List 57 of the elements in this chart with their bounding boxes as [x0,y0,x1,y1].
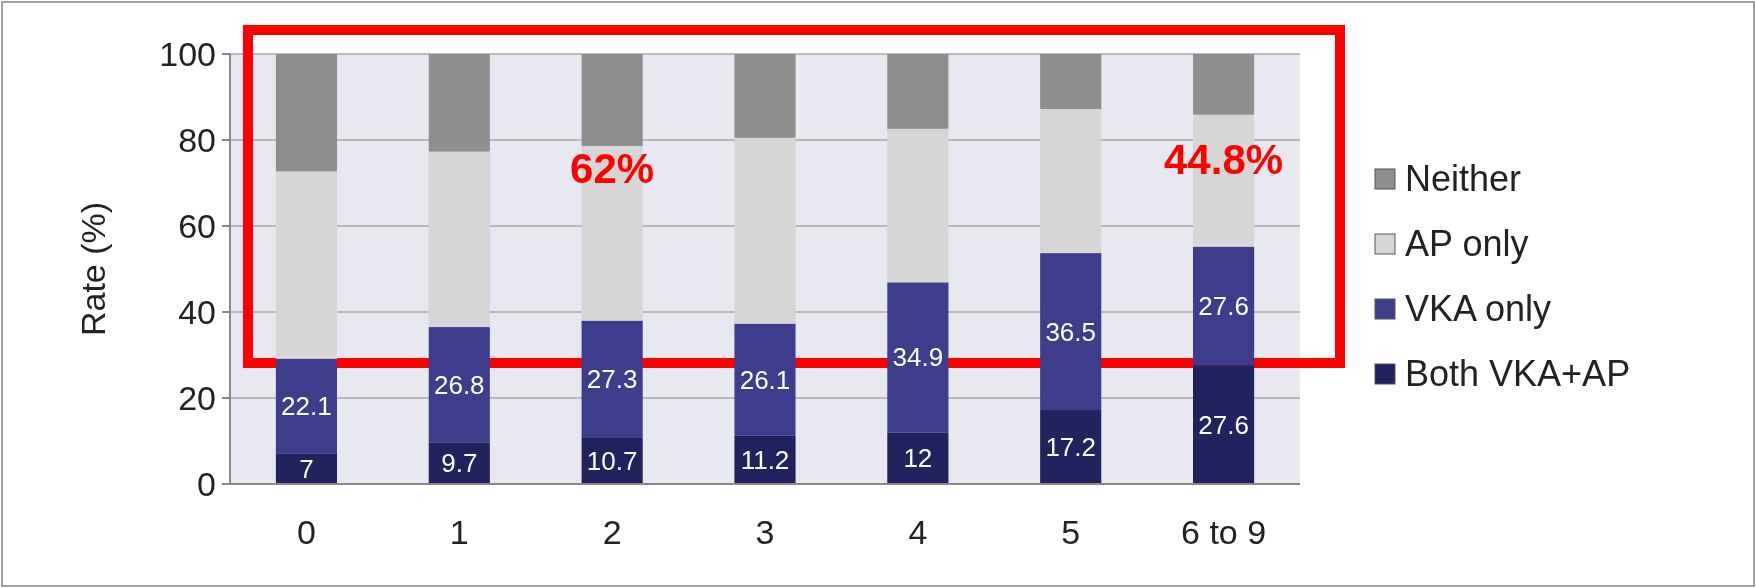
bar [734,137,796,324]
y-tick-label: 40 [178,293,216,331]
x-tick-label: 0 [296,513,316,551]
bar [1193,365,1255,484]
bar [428,54,490,152]
bar [428,151,490,328]
data-label: 7 [299,453,314,484]
x-tick-label: 5 [1061,513,1081,551]
data-label: 27.3 [586,364,638,395]
data-label: 12 [903,443,933,474]
data-label: 36.5 [1045,316,1097,347]
data-label: 11.2 [740,444,790,475]
bar [275,171,337,359]
bar [1193,54,1255,115]
bar [887,282,949,433]
bar [1040,109,1102,254]
bar [887,432,949,484]
bar [1040,410,1102,484]
bar [275,358,337,454]
legend-label: Neither [1405,158,1522,199]
bar [734,54,796,138]
data-label: 34.9 [892,342,944,373]
y-tick-label: 80 [178,121,216,159]
bar [275,54,337,172]
x-tick-label: 4 [908,513,928,551]
data-label: 22.1 [281,391,332,422]
y-axis-title: Rate (%) [74,201,112,337]
bar [581,320,643,438]
legend-label: AP only [1405,223,1529,264]
data-label: 17.2 [1045,432,1097,463]
bar [275,453,337,484]
y-tick-label: 100 [159,35,216,73]
y-tick-label: 20 [178,379,216,417]
x-tick-label: 2 [602,513,622,551]
data-label: 9.7 [441,448,478,479]
bar [887,128,949,283]
data-label: 26.8 [433,369,485,400]
bar [428,327,490,443]
legend-label: Both VKA+AP [1405,353,1631,394]
legend-label: VKA only [1405,288,1552,329]
data-label: 27.6 [1198,290,1249,321]
x-tick-label: 6 to 9 [1181,513,1267,551]
annotation: 44.8% [1164,136,1284,184]
y-tick-label: 0 [197,465,216,503]
bar [1040,54,1102,110]
bar [581,54,643,147]
data-label: 10.7 [586,445,638,476]
annotation: 62% [570,145,655,192]
bar [1040,253,1102,411]
x-tick-label: 1 [449,513,469,551]
data-label: 26.1 [739,364,791,395]
x-tick-label: 3 [755,513,775,551]
bar [1193,246,1255,366]
data-label: 27.6 [1198,409,1249,440]
bar [887,54,949,129]
bar [734,323,796,436]
y-tick-label: 60 [178,207,216,245]
